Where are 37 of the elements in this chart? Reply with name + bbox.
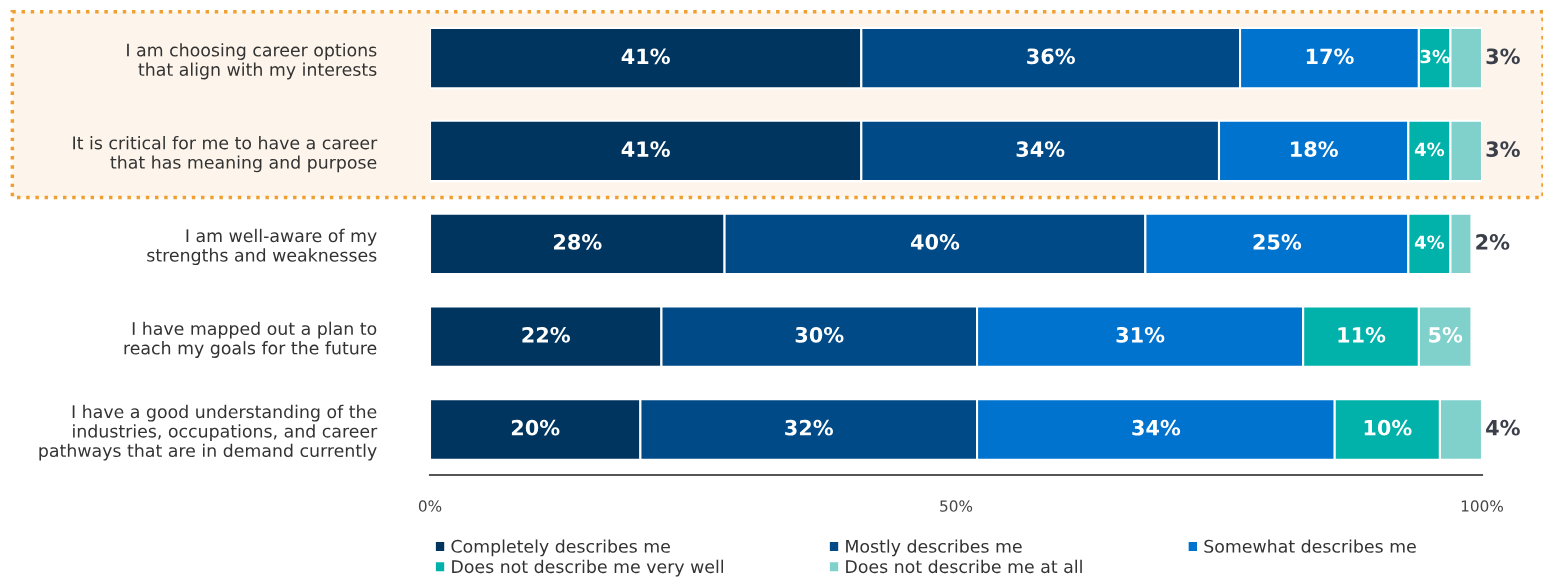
data-label: 4% [1414,142,1445,157]
data-label: 5% [1429,326,1463,343]
data-label: 40% [910,234,960,250]
data-label: 10% [1364,419,1412,436]
y-tick-label: I am choosing career options that align with my interests [127,43,377,80]
data-label: 2% [1476,234,1510,250]
y-tick-label: It is critical for me to have a career that has meaning and purpose [73,135,378,173]
x-tick-label: 0% [418,500,442,512]
data-label: 4% [1414,235,1445,250]
data-label: 18% [1291,141,1338,158]
data-label: 28% [553,234,602,250]
data-label: 20% [511,419,560,436]
legend-label: Completely describes me [451,539,670,557]
data-label: 4% [1486,419,1520,436]
data-label: 3% [1486,141,1520,158]
data-label: 34% [1016,141,1065,158]
data-label: 41% [621,48,670,65]
data-label: 34% [1132,419,1181,436]
legend-label: Does not describe me at all [846,559,1082,574]
data-label: 32% [785,419,833,436]
data-label: 11% [1338,326,1386,343]
data-label: 31% [1116,326,1165,343]
x-tick-label: 50% [940,500,973,512]
data-label: 41% [621,141,670,158]
y-tick-label: I have a good understanding of the industries, occupations, and career pathways that are in demand currently [39,404,378,461]
data-label: 36% [1027,48,1075,65]
legend-label: Mostly describes me [846,539,1022,557]
y-tick-label: I have mapped out a plan to reach my goals for the future [124,321,377,358]
legend-label: Somewhat describes me [1204,539,1416,553]
x-tick-label: 100% [1461,500,1503,512]
legend-label: Does not describe me very well [452,559,724,577]
data-label: 30% [795,326,844,343]
data-label: 17% [1306,48,1354,65]
data-label: 3% [1486,48,1520,65]
data-label: 25% [1253,234,1302,250]
data-label: 22% [522,326,570,343]
y-tick-label: I am well-aware of my strengths and weaknesses [147,228,377,266]
